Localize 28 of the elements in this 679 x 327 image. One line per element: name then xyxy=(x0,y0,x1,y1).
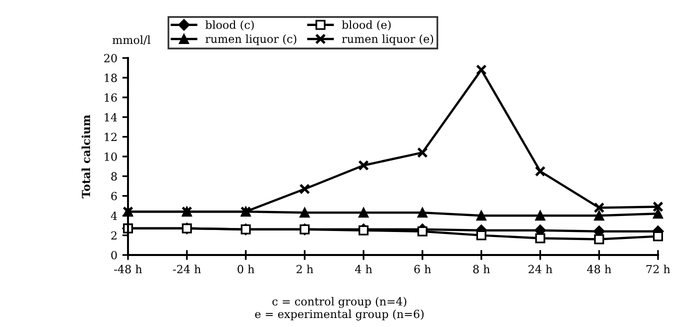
x-tick-label: -48 h xyxy=(114,264,142,274)
y-axis-title: Total calcium xyxy=(82,114,90,198)
y-tick-label: 0 xyxy=(111,250,117,260)
y-tick-label: 12 xyxy=(104,132,116,142)
text: mmol/l xyxy=(112,35,150,45)
x-tick-label: 2 h xyxy=(296,264,314,274)
y-tick-label: 10 xyxy=(104,152,117,161)
x-tick-label: 24 h xyxy=(528,264,552,274)
x-tick-label: 8 h xyxy=(473,264,490,274)
y-tick-label: 8 xyxy=(111,172,117,181)
x-tick-label: 48 h xyxy=(587,264,612,274)
y-tick-label: 4 xyxy=(110,212,118,220)
y-tick-label: 18 xyxy=(104,74,117,82)
x-tick-label: 6 h xyxy=(414,264,432,274)
legend-label: blood (e) xyxy=(342,20,391,31)
y-tick-label: 20 xyxy=(104,54,117,62)
x-tick-label: 0 h xyxy=(238,264,254,274)
x-tick-label: 4 h xyxy=(355,264,372,274)
legend-label: rumen liquor (e) xyxy=(342,34,434,46)
y-tick-label: 6 xyxy=(111,192,117,200)
x-tick-label: -24 h xyxy=(173,264,201,274)
x-tick-label: 72 h xyxy=(646,264,670,274)
legend-label: blood (c) xyxy=(205,20,254,31)
y-tick-label: 14 xyxy=(104,113,118,122)
y-tick-label: 2 xyxy=(111,231,116,240)
legend-label: rumen liquor (c) xyxy=(206,34,296,46)
text: c = control group (n=4) e = experimental group (n=6) xyxy=(255,296,424,320)
y-tick-label: 16 xyxy=(104,93,117,102)
